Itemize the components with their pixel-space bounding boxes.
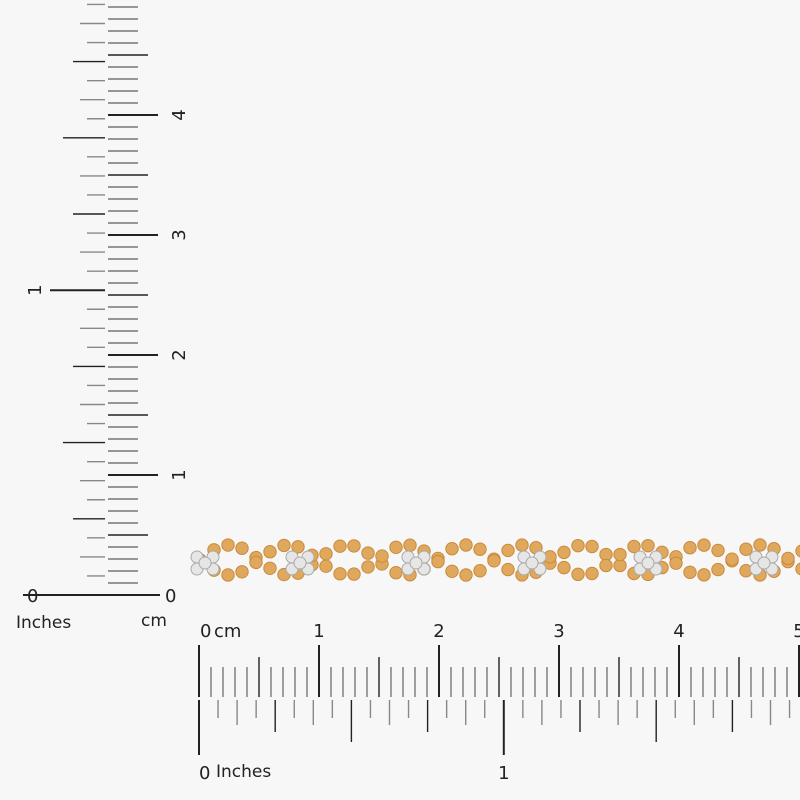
- cm-label: 1: [169, 469, 190, 480]
- inch-label: 0: [199, 763, 210, 784]
- gold-bead: [291, 540, 305, 554]
- cm-unit-label: cm: [214, 621, 241, 642]
- gold-bead: [487, 554, 501, 568]
- gold-bead: [221, 538, 235, 552]
- cm-label: 4: [673, 621, 684, 642]
- inch-label: 0: [27, 586, 38, 607]
- cm-label: 1: [313, 621, 324, 642]
- inch-unit-label: Inches: [216, 762, 271, 782]
- gold-bead: [725, 552, 739, 566]
- inch-label: 1: [498, 763, 509, 784]
- gold-bead: [711, 543, 725, 558]
- gold-bead: [389, 540, 403, 554]
- gold-bead: [711, 562, 725, 577]
- gold-bead: [585, 539, 599, 554]
- gold-bead: [361, 546, 375, 560]
- cm-label: 2: [433, 621, 444, 642]
- gold-bead: [221, 568, 235, 582]
- inch-label: 1: [25, 284, 46, 295]
- gold-bead: [361, 560, 375, 574]
- gold-bead: [697, 538, 711, 552]
- gold-bead: [571, 567, 585, 582]
- gold-bead: [235, 565, 249, 579]
- gold-bead: [515, 538, 529, 552]
- cm-label: 5: [169, 0, 190, 1]
- gold-bead: [795, 562, 800, 576]
- gold-bead: [347, 539, 361, 553]
- gold-bead: [501, 543, 515, 558]
- gold-bead: [669, 556, 683, 570]
- vertical-ruler: Inches cm 0 1 2 3 4 5 0 1: [16, 0, 190, 633]
- inch-unit-label: Inches: [16, 613, 71, 633]
- gold-bead: [697, 568, 711, 582]
- silver-bead: [293, 556, 307, 570]
- gold-bead: [333, 539, 347, 553]
- cm-label: 2: [169, 349, 190, 360]
- gold-bead: [459, 538, 473, 552]
- cm-label: 3: [169, 229, 190, 240]
- gold-bead: [613, 547, 627, 562]
- gold-bead: [585, 566, 599, 581]
- cm-label: 0: [200, 621, 211, 642]
- silver-bead: [409, 556, 423, 570]
- cm-unit-label: cm: [141, 611, 167, 631]
- gold-bead: [375, 549, 389, 563]
- silver-bead: [198, 556, 212, 570]
- gold-bead: [263, 561, 277, 575]
- gold-bead: [641, 538, 655, 553]
- gold-bead: [333, 567, 347, 581]
- silver-bead: [757, 556, 771, 570]
- gold-bead: [781, 551, 795, 566]
- gold-bead: [445, 542, 459, 556]
- cm-label: 3: [553, 621, 564, 642]
- bracelet: [190, 538, 800, 582]
- gold-bead: [473, 564, 487, 578]
- silver-bead: [525, 556, 539, 570]
- gold-bead: [403, 538, 417, 552]
- gold-bead: [571, 538, 585, 553]
- horizontal-ruler: cm Inches 0 1 2 3 4 5 0 1: [198, 621, 800, 784]
- gold-bead: [473, 542, 487, 556]
- silver-bead: [641, 556, 655, 570]
- gold-bead: [263, 545, 277, 559]
- gold-bead: [683, 541, 697, 555]
- gold-bead: [459, 568, 473, 582]
- gold-bead: [557, 545, 571, 560]
- cm-label: 0: [165, 586, 176, 607]
- gold-bead: [347, 567, 361, 581]
- cm-label: 5: [793, 621, 800, 642]
- gold-bead: [627, 539, 641, 554]
- gold-bead: [249, 555, 263, 570]
- gold-bead: [599, 558, 613, 573]
- gold-bead: [501, 562, 515, 577]
- gold-bead: [557, 560, 571, 575]
- gold-bead: [319, 559, 333, 573]
- gold-bead: [445, 564, 459, 578]
- gold-bead: [795, 544, 800, 558]
- gold-bead: [389, 566, 403, 580]
- gold-bead: [683, 565, 697, 579]
- gold-bead: [319, 547, 333, 561]
- gold-bead: [277, 538, 291, 553]
- gold-bead: [431, 554, 445, 569]
- gold-bead: [235, 541, 249, 555]
- gold-bead: [753, 538, 767, 552]
- cm-label: 4: [169, 109, 190, 120]
- gold-bead: [739, 542, 753, 556]
